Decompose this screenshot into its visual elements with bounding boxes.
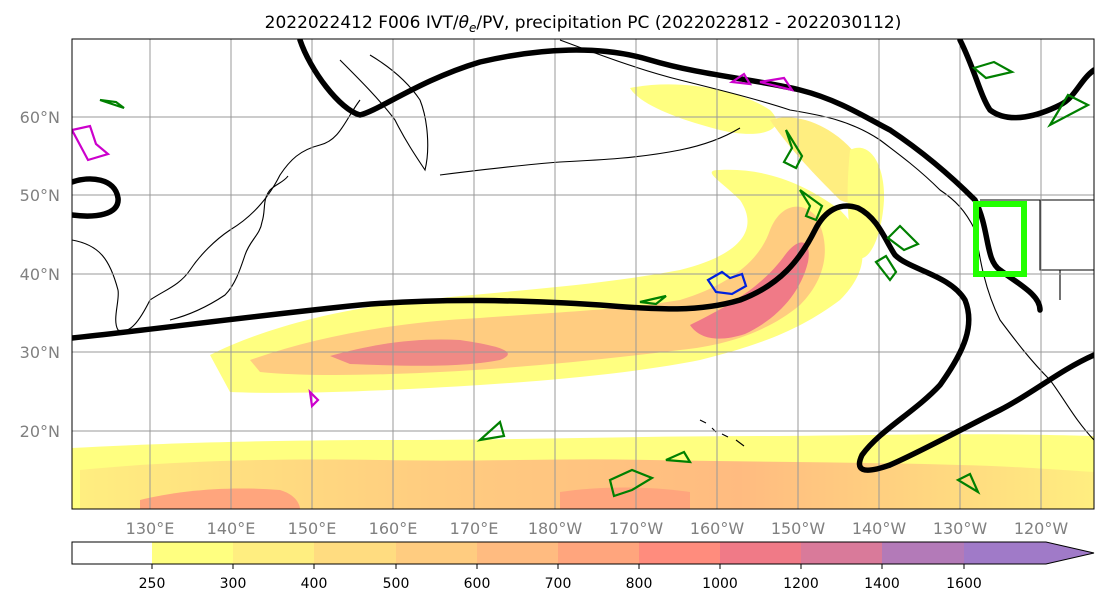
pv-contour-magenta bbox=[72, 124, 111, 162]
ivt-tropical-core-2 bbox=[560, 487, 690, 509]
latitude-labels: 60°N 50°N 40°N 30°N 20°N bbox=[20, 108, 60, 441]
lat-label: 40°N bbox=[20, 265, 60, 284]
colorbar-segment bbox=[72, 542, 152, 564]
title-prefix: 2022022412 F006 IVT/ bbox=[265, 13, 459, 33]
title-theta-sub: e bbox=[469, 21, 476, 35]
ivt-ar-core-east bbox=[690, 242, 809, 339]
title-suffix: /PV, precipitation PC (2022022812 - 2022… bbox=[476, 13, 901, 33]
colorbar-segment bbox=[314, 542, 396, 564]
colorbar-segment bbox=[396, 542, 477, 564]
lat-label: 60°N bbox=[20, 108, 60, 127]
longitude-labels: 130°E 140°E 150°E 160°E 170°E 180°W 170°… bbox=[126, 519, 1069, 538]
lon-label: 170°W bbox=[609, 519, 664, 538]
lon-label: 150°W bbox=[771, 519, 826, 538]
pv-contour-magenta bbox=[728, 72, 795, 92]
pv-contour-green bbox=[782, 129, 804, 170]
ivt-north-patch bbox=[630, 84, 777, 134]
map-frame bbox=[71, 38, 1095, 510]
pv-contour-green bbox=[1047, 93, 1091, 128]
colorbar-tick-label: 250 bbox=[139, 576, 166, 592]
asia-coast bbox=[72, 99, 361, 332]
colorbar-tick-label: 800 bbox=[626, 576, 653, 592]
colorbar-extend-arrow bbox=[964, 542, 1094, 564]
colorbar-tick-label: 600 bbox=[464, 576, 491, 592]
colorbar-segment bbox=[882, 542, 964, 564]
colorbar-tick-label: 1600 bbox=[946, 576, 982, 592]
pv-contour-green bbox=[99, 98, 125, 110]
lat-label: 20°N bbox=[20, 422, 60, 441]
colorbar-tick-label: 1000 bbox=[702, 576, 738, 592]
colorbar-segment bbox=[720, 542, 801, 564]
lon-label: 130°E bbox=[126, 519, 175, 538]
colorbar-tick-label: 700 bbox=[545, 576, 572, 592]
ivt-shading bbox=[72, 84, 1094, 509]
pv-contour-green bbox=[608, 468, 655, 498]
colorbar-segment bbox=[152, 542, 233, 564]
ivt-gulf-patch-2 bbox=[847, 147, 885, 259]
lon-label: 140°E bbox=[207, 519, 256, 538]
theta-e-contours bbox=[72, 39, 1094, 473]
pv-contour-green bbox=[476, 420, 506, 442]
pv-contour-blue bbox=[706, 270, 748, 296]
lon-label: 160°W bbox=[690, 519, 745, 538]
aleutian-chain bbox=[439, 127, 741, 176]
ivt-tropical-mid bbox=[80, 459, 1094, 509]
colorbar-tick-label: 1200 bbox=[783, 576, 819, 592]
pv-contour-green bbox=[874, 254, 898, 282]
map-panel bbox=[72, 39, 1094, 509]
pv-contour-green bbox=[639, 294, 667, 306]
lat-label: 30°N bbox=[20, 343, 60, 362]
colorbar-segment bbox=[558, 542, 639, 564]
colorbar-segment bbox=[477, 542, 558, 564]
lon-label: 150°E bbox=[288, 519, 337, 538]
ivt-ar-mid bbox=[250, 206, 825, 375]
pv-contour-green bbox=[665, 450, 693, 464]
map-title: 2022022412 F006 IVT/θe/PV, precipitation… bbox=[265, 13, 902, 35]
pv-contour-green bbox=[886, 224, 920, 252]
title-theta: θ bbox=[459, 13, 470, 33]
pv-contour-magenta bbox=[308, 388, 320, 409]
lon-label: 170°E bbox=[450, 519, 499, 538]
colorbar-segment bbox=[233, 542, 314, 564]
lon-label: 120°W bbox=[1014, 519, 1069, 538]
colorbar-segment bbox=[639, 542, 720, 564]
colorbar-tick-label: 1400 bbox=[864, 576, 900, 592]
pv-contour-green bbox=[799, 189, 824, 222]
lon-label: 180°W bbox=[528, 519, 583, 538]
lon-label: 130°W bbox=[933, 519, 988, 538]
theta-e-contour-west bbox=[72, 176, 121, 219]
kamchatka-coast bbox=[339, 54, 429, 172]
theta-e-contour-north bbox=[297, 39, 1043, 313]
pv-contour-green bbox=[971, 60, 1016, 80]
colorbar-tick-label: 500 bbox=[383, 576, 410, 592]
colorbar-tick-labels: 250 300 400 500 600 700 800 1000 1200 14… bbox=[139, 576, 982, 592]
pv-contours bbox=[72, 60, 1091, 498]
lon-label: 140°W bbox=[852, 519, 907, 538]
na-borders bbox=[980, 199, 1094, 300]
alaska-coast bbox=[559, 39, 976, 231]
hawaii-islands bbox=[699, 419, 745, 447]
colorbar-segment bbox=[801, 542, 882, 564]
ivt-ar-core bbox=[330, 339, 508, 366]
colorbar-outline bbox=[71, 541, 1095, 565]
japan-coast bbox=[169, 175, 289, 321]
ivt-gulf-patch bbox=[770, 117, 864, 203]
theta-e-contour-main bbox=[72, 203, 1094, 473]
pv-contour-green bbox=[955, 472, 981, 495]
highlight-region-box bbox=[973, 201, 1027, 277]
ivt-tropical-core bbox=[140, 488, 300, 509]
lat-label: 50°N bbox=[20, 186, 60, 205]
colorbar-ticks bbox=[151, 564, 965, 569]
lon-label: 160°E bbox=[369, 519, 418, 538]
colorbar-tick-label: 300 bbox=[220, 576, 247, 592]
colorbar: 250 300 400 500 600 700 800 1000 1200 14… bbox=[71, 541, 1095, 592]
colorbar-tick-label: 400 bbox=[301, 576, 328, 592]
theta-e-contour-ne bbox=[957, 39, 1094, 121]
